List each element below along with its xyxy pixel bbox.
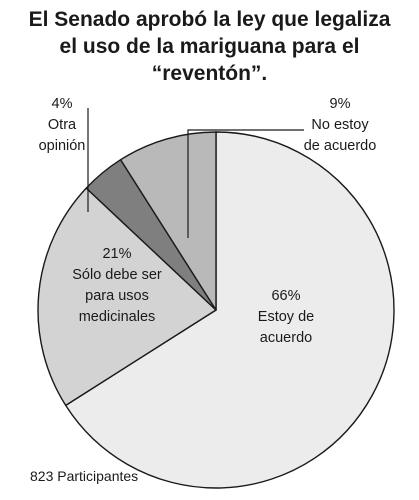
pie-slice-medical xyxy=(37,187,217,407)
slice-label-other: 4% Otra opinión xyxy=(39,96,86,154)
slice-labels: 66% Estoy de acuerdo 21% Sólo debe ser para u… xyxy=(39,96,377,346)
leader-line-disagree xyxy=(187,129,304,238)
slice-text-other: opinión xyxy=(39,138,86,154)
participants-count: 823 Participantes xyxy=(30,468,139,484)
chart-title-line-1: El Senado aprobó la ley que legaliza xyxy=(28,8,391,31)
pie-slices xyxy=(37,131,395,489)
slice-percent-disagree: 9% xyxy=(330,96,351,112)
slice-text-medical: medicinales xyxy=(79,309,156,325)
chart-title-line-2: el uso de la mariguana para el xyxy=(59,35,360,58)
slice-text-agree: acuerdo xyxy=(260,330,312,346)
slice-text-agree: Estoy de xyxy=(258,309,314,325)
slice-text-medical: para usos xyxy=(85,288,149,304)
slice-percent-medical: 21% xyxy=(102,246,131,262)
slice-percent-other: 4% xyxy=(52,96,73,112)
slice-text-other: Otra xyxy=(48,117,77,133)
slice-label-agree: 66% Estoy de acuerdo xyxy=(258,288,314,346)
label-leader-lines xyxy=(87,108,304,238)
chart-title-line-3: “reventón”. xyxy=(151,62,268,85)
slice-text-disagree: de acuerdo xyxy=(304,138,377,154)
chart-title: El Senado aprobó la ley que legaliza el … xyxy=(0,6,419,87)
pie-slice-disagree xyxy=(119,131,217,311)
slice-percent-agree: 66% xyxy=(271,288,300,304)
pie-slice-agree xyxy=(65,131,395,489)
slice-label-medical: 21% Sólo debe ser para usos medicinales xyxy=(72,246,162,325)
slice-text-disagree: No estoy xyxy=(311,117,369,133)
slice-text-medical: Sólo debe ser xyxy=(72,267,162,283)
slice-label-disagree: 9% No estoy de acuerdo xyxy=(304,96,377,154)
